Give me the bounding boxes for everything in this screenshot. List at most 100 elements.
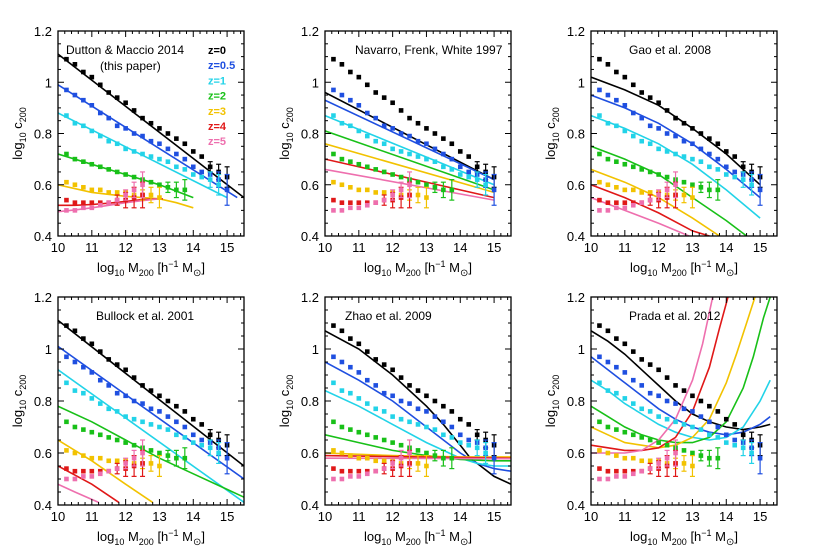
data-point-z1 <box>373 383 379 388</box>
data-point-z3 <box>157 182 162 188</box>
label-part: ] <box>468 529 472 544</box>
data-point-z6 <box>364 471 370 477</box>
panel-title: Navarro, Frenk, White 1997 <box>355 43 503 57</box>
data-point-z0 <box>457 149 463 154</box>
simulation-points <box>64 56 230 213</box>
label-part: log <box>630 260 647 275</box>
data-point-z6 <box>114 197 120 203</box>
data-point-z2 <box>123 146 128 152</box>
data-point-z3 <box>664 442 670 448</box>
x-tick-label: 10 <box>318 240 332 255</box>
label-part: 200 <box>18 375 28 390</box>
y-tick-label: 1 <box>45 75 52 90</box>
data-point-z1 <box>64 87 69 93</box>
data-point-z1 <box>424 141 429 147</box>
data-point-z0 <box>424 126 429 131</box>
y-tick-label: 1.2 <box>301 24 319 39</box>
label-part: log <box>277 410 292 427</box>
data-point-z3 <box>639 435 645 440</box>
data-point-z2 <box>182 435 188 440</box>
data-point-z3 <box>605 424 611 430</box>
data-point-z2 <box>415 154 421 159</box>
model-curve-z0 <box>58 53 244 199</box>
data-point-z2 <box>390 146 395 152</box>
data-point-z0 <box>622 74 628 80</box>
data-point-z3 <box>339 156 345 162</box>
data-point-z5 <box>622 200 628 205</box>
data-point-z6 <box>339 476 345 482</box>
data-point-z3 <box>148 448 154 453</box>
data-point-z3 <box>441 455 446 461</box>
x-tick-label: 13 <box>419 509 433 524</box>
data-point-z6 <box>398 455 404 461</box>
data-point-z0 <box>106 90 112 95</box>
data-point-z2 <box>630 401 636 406</box>
y-tick-label: 0.8 <box>34 127 52 142</box>
data-point-z1 <box>123 393 128 399</box>
data-point-z3 <box>165 453 171 458</box>
label-part: log <box>277 142 292 159</box>
data-point-z2 <box>605 120 611 126</box>
data-point-z2 <box>681 422 687 427</box>
label-part: 10 <box>551 132 561 142</box>
data-point-z4 <box>424 195 429 200</box>
label-part: 10 <box>18 132 28 142</box>
data-point-z4 <box>81 185 86 190</box>
model-curve-z4 <box>325 143 495 194</box>
model-curve-z0 <box>591 76 761 186</box>
simulation-points <box>331 56 497 213</box>
data-point-z6 <box>605 208 611 213</box>
data-point-z1 <box>466 169 472 175</box>
data-point-z4 <box>106 190 112 195</box>
data-point-z0 <box>190 149 196 154</box>
data-point-z4 <box>72 182 78 188</box>
data-point-z4 <box>614 185 619 190</box>
data-point-z3 <box>614 159 619 164</box>
data-point-z0 <box>740 164 746 170</box>
data-point-z3 <box>364 164 370 170</box>
data-point-z2 <box>474 177 480 182</box>
data-point-z3 <box>630 164 636 170</box>
label-part: 10 <box>114 537 124 547</box>
data-point-z2 <box>174 432 179 438</box>
data-point-z2 <box>174 164 179 170</box>
data-point-z0 <box>614 69 619 75</box>
data-point-z0 <box>339 62 345 67</box>
x-axis-label: log10 M200 [h−1 M⊙] <box>630 259 738 279</box>
label-part: ⊙ <box>193 268 201 279</box>
data-point-z4 <box>356 187 362 193</box>
data-point-z6 <box>64 476 69 482</box>
model-curve-z1 <box>58 345 244 480</box>
data-point-z4 <box>381 458 387 464</box>
data-point-z2 <box>690 424 695 430</box>
x-tick-label: 15 <box>753 240 767 255</box>
data-point-z1 <box>732 169 738 175</box>
data-point-z3 <box>415 448 421 453</box>
data-point-z3 <box>390 440 395 445</box>
data-point-z0 <box>466 154 472 159</box>
data-point-z0 <box>707 403 712 409</box>
data-point-z3 <box>622 429 628 435</box>
simulation-points <box>64 323 230 482</box>
label-part: M <box>179 529 193 544</box>
x-tick-label: 14 <box>453 240 467 255</box>
data-point-z1 <box>97 110 103 116</box>
y-tick-label: 1.2 <box>567 24 585 39</box>
data-point-z4 <box>114 458 120 464</box>
data-point-z2 <box>483 450 488 456</box>
data-point-z1 <box>140 401 145 406</box>
data-point-z1 <box>415 138 421 144</box>
data-point-z0 <box>407 115 412 121</box>
data-point-z3 <box>381 169 387 175</box>
data-point-z2 <box>390 414 395 419</box>
y-tick-label: 0.6 <box>301 446 319 461</box>
x-tick-label: 13 <box>419 240 433 255</box>
data-point-z1 <box>664 398 670 404</box>
label-part: 10 <box>381 537 391 547</box>
data-point-z1 <box>114 390 120 396</box>
data-point-z2 <box>466 442 472 448</box>
data-point-z1 <box>715 156 721 162</box>
label-part: 200 <box>18 107 28 122</box>
x-tick-label: 13 <box>685 240 699 255</box>
